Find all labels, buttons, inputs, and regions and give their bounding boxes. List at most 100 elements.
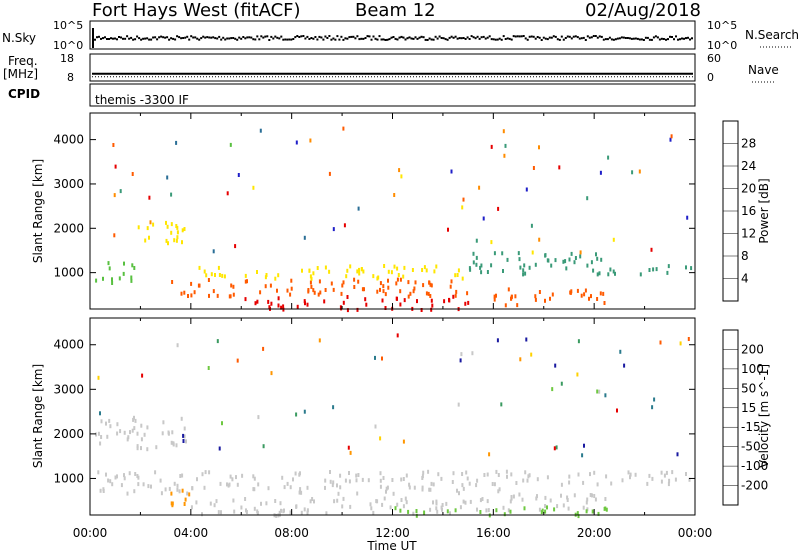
scatter-cell bbox=[215, 499, 218, 504]
scatter-cell bbox=[544, 504, 547, 508]
scatter-cell bbox=[340, 291, 343, 296]
velocity-colorbar: 200 100 50 15 -15 -50 -100 -200 bbox=[722, 329, 768, 506]
scatter-cell bbox=[170, 192, 173, 197]
scatter-cell bbox=[181, 488, 184, 493]
nave-tick-top: 60 bbox=[707, 52, 721, 65]
colorbar-tick-label: 12 bbox=[741, 227, 756, 241]
cpid-frame bbox=[89, 83, 696, 107]
freq-label-line2: [MHz] bbox=[3, 67, 38, 81]
nsky-sample bbox=[168, 38, 171, 41]
scatter-cell bbox=[486, 499, 489, 504]
nsky-sample bbox=[634, 37, 637, 40]
scatter-cell bbox=[596, 256, 599, 261]
scatter-cell bbox=[379, 471, 382, 476]
scatter-cell bbox=[399, 508, 402, 513]
scatter-cell bbox=[306, 485, 309, 490]
nsky-sample bbox=[689, 38, 691, 41]
scatter-cell bbox=[221, 273, 224, 278]
power-colorbar: 28 24 20 16 12 8 4 bbox=[722, 120, 756, 302]
scatter-cell bbox=[155, 445, 158, 450]
nsky-sample bbox=[669, 35, 671, 38]
nsky-sample bbox=[318, 35, 321, 38]
scatter-cell bbox=[253, 506, 256, 511]
scatter-cell bbox=[181, 473, 184, 478]
nsky-sample bbox=[100, 37, 102, 40]
scatter-cell bbox=[108, 418, 111, 423]
scatter-cell bbox=[126, 437, 129, 442]
scatter-cell bbox=[464, 301, 467, 306]
scatter-cell bbox=[471, 351, 474, 356]
scatter-cell bbox=[412, 289, 415, 294]
scatter-cell bbox=[479, 265, 482, 270]
scatter-cell bbox=[583, 292, 586, 297]
scatter-cell bbox=[509, 509, 512, 514]
nsky-label: N.Sky bbox=[2, 31, 36, 45]
scatter-cell bbox=[295, 504, 298, 509]
scatter-cell bbox=[319, 290, 322, 295]
nsky-sample bbox=[106, 38, 108, 40]
nsky-sample bbox=[586, 35, 589, 38]
nsky-sample bbox=[96, 36, 98, 39]
colorbar-tick-label: 8 bbox=[741, 249, 749, 263]
scatter-cell bbox=[461, 483, 464, 488]
scatter-cell bbox=[531, 250, 534, 255]
scatter-cell bbox=[190, 281, 193, 286]
nsky-sample bbox=[476, 35, 479, 38]
scatter-cell bbox=[402, 504, 405, 509]
scatter-cell bbox=[170, 491, 173, 496]
scatter-cell bbox=[178, 489, 181, 494]
nsky-sample bbox=[460, 37, 463, 40]
scatter-cell bbox=[525, 337, 528, 342]
scatter-cell bbox=[387, 285, 390, 290]
scatter-cell bbox=[448, 298, 451, 303]
scatter-cell bbox=[324, 265, 327, 270]
scatter-cell bbox=[133, 415, 135, 420]
scatter-cell bbox=[137, 475, 140, 480]
scatter-cell bbox=[309, 138, 312, 143]
scatter-cell bbox=[367, 478, 370, 483]
nsky-sample bbox=[226, 37, 229, 40]
nsky-sample bbox=[514, 35, 517, 38]
time-tick-label: 08:00 bbox=[274, 526, 309, 540]
nsky-sample bbox=[614, 38, 617, 41]
scatter-cell bbox=[493, 294, 496, 299]
scatter-cell bbox=[519, 265, 522, 270]
scatter-cell bbox=[381, 298, 384, 303]
nsky-sample bbox=[446, 38, 449, 41]
velocity-panel: 1000 2000 3000 4000 Slant Range [km] 200 100… bbox=[31, 317, 771, 553]
scatter-cell bbox=[385, 486, 388, 491]
scatter-cell bbox=[480, 270, 483, 275]
scatter-cell bbox=[497, 206, 500, 211]
scatter-cell bbox=[441, 503, 444, 507]
nsky-sample bbox=[568, 35, 571, 38]
scatter-cell bbox=[289, 485, 292, 490]
nsky-sample bbox=[310, 37, 313, 39]
scatter-cell bbox=[519, 357, 522, 362]
scatter-cell bbox=[558, 165, 561, 170]
scatter-cell bbox=[435, 506, 438, 511]
scatter-cell bbox=[663, 473, 666, 478]
scatter-cell bbox=[236, 358, 239, 363]
scatter-cell bbox=[107, 478, 110, 483]
nsky-sample bbox=[414, 36, 417, 39]
scatter-cell bbox=[516, 303, 519, 308]
nsky-sample bbox=[328, 35, 331, 37]
scatter-cell bbox=[95, 432, 97, 437]
scatter-cell bbox=[379, 287, 381, 292]
time-tick-label: 00:00 bbox=[678, 526, 713, 540]
scatter-cell bbox=[339, 473, 342, 478]
y-tick-label: 3000 bbox=[53, 177, 84, 191]
nsky-sample bbox=[438, 35, 441, 38]
scatter-cell bbox=[570, 289, 573, 294]
scatter-cell bbox=[133, 426, 136, 431]
scatter-cell bbox=[472, 260, 475, 265]
scatter-cell bbox=[413, 286, 416, 291]
scatter-cell bbox=[629, 472, 632, 477]
scatter-cell bbox=[498, 487, 501, 492]
scatter-cell bbox=[483, 473, 486, 477]
scatter-cell bbox=[395, 281, 398, 286]
scatter-cell bbox=[113, 193, 116, 198]
nsky-sample bbox=[122, 37, 124, 40]
scatter-cell bbox=[596, 297, 599, 301]
scatter-cell bbox=[566, 495, 569, 500]
